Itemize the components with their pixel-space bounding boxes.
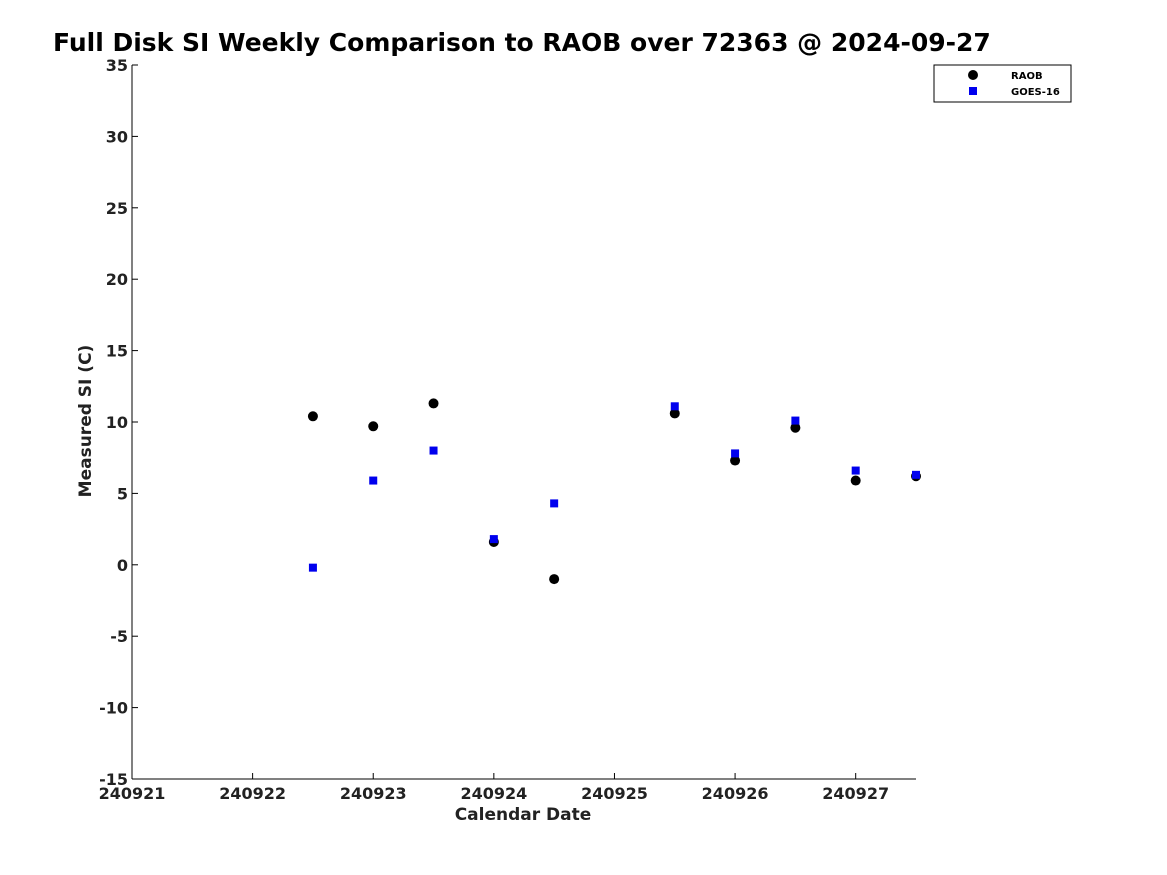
- x-axis-label: Calendar Date: [455, 805, 592, 825]
- goes-16-point: [489, 535, 498, 544]
- y-tick-label: 20: [106, 270, 128, 289]
- x-tick-label: 240923: [340, 784, 407, 803]
- raob-point: [307, 411, 318, 422]
- y-tick-label: 35: [106, 56, 128, 75]
- goes-16-point: [912, 470, 920, 479]
- y-tick-label: -10: [99, 699, 128, 718]
- raob-point: [549, 574, 560, 585]
- goes-16-point: [670, 402, 679, 411]
- data-points: [307, 398, 921, 585]
- x-tick-label: 240921: [99, 784, 166, 803]
- x-tick-label: 240924: [460, 784, 527, 803]
- legend: RAOB GOES-16: [933, 64, 1072, 103]
- legend-label: RAOB: [1011, 71, 1043, 82]
- y-tick-label: 15: [106, 342, 128, 361]
- x-tick-label: 240922: [219, 784, 286, 803]
- goes-16-point: [731, 449, 740, 458]
- y-tick-label: 0: [117, 556, 128, 575]
- raob-point: [669, 408, 680, 419]
- chart-title: Full Disk SI Weekly Comparison to RAOB o…: [53, 28, 991, 57]
- x-tick-label: 240926: [702, 784, 769, 803]
- y-tick-label: 5: [117, 484, 128, 503]
- y-tick-label: 25: [106, 199, 128, 218]
- raob-point: [368, 421, 379, 432]
- y-tick-label: -5: [110, 627, 128, 646]
- y-tick-label: -15: [99, 770, 128, 789]
- goes-16-point: [308, 563, 317, 572]
- goes-16-point: [550, 499, 559, 508]
- raob-point: [428, 398, 439, 409]
- legend-label: GOES-16: [1011, 87, 1060, 98]
- x-tick-label: 240925: [581, 784, 648, 803]
- goes-16-point: [369, 476, 378, 485]
- y-axis-label: Measured SI (C): [76, 345, 96, 498]
- goes-16-point: [851, 466, 860, 475]
- tick-group: -15 -10 -5 0 5 10 15 20 25 30 35 240921 240922 240923…: [99, 56, 889, 803]
- raob-point: [730, 455, 741, 466]
- y-tick-label: 10: [106, 413, 128, 432]
- legend-box: [933, 64, 1072, 103]
- legend-marker-goes-16: [969, 87, 977, 95]
- legend-marker-raob: [968, 70, 978, 80]
- y-tick-label: 30: [106, 127, 128, 146]
- raob-point: [790, 422, 801, 433]
- x-tick-label: 240927: [822, 784, 889, 803]
- goes-16-point: [791, 416, 800, 425]
- raob-point: [850, 475, 861, 486]
- goes-16-point: [429, 446, 438, 455]
